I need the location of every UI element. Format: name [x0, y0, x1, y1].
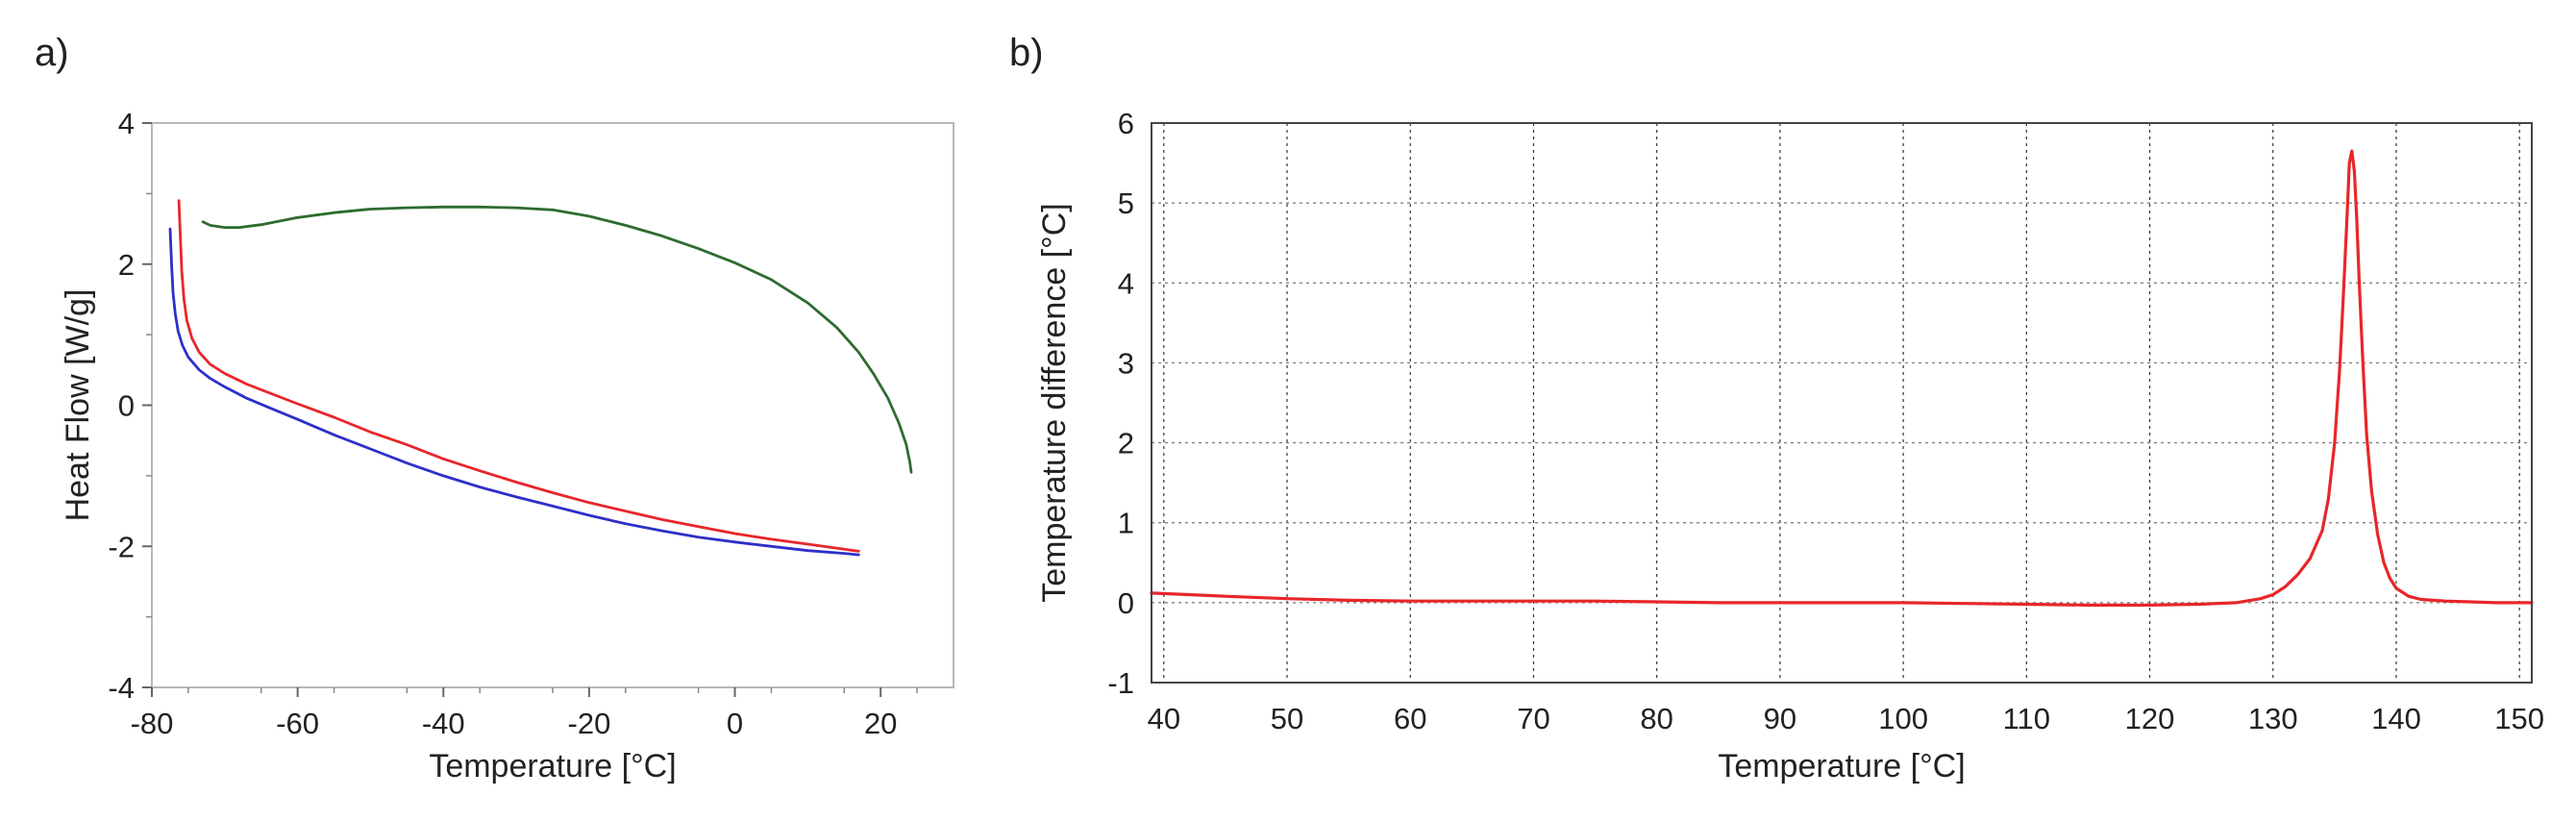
x-tick-label: 80 [1640, 702, 1672, 735]
series-line-a-2 [177, 199, 860, 553]
y-tick-label: 2 [1118, 427, 1134, 461]
y-tick-label: 4 [118, 107, 135, 140]
y-tick-label: 2 [118, 248, 135, 282]
x-tick-label: -80 [131, 707, 174, 740]
x-tick-label: 130 [2248, 702, 2298, 735]
y-tick-label: 0 [1118, 586, 1134, 620]
x-tick-label: -40 [422, 707, 465, 740]
grid-b [1152, 123, 2532, 683]
y-tick-label: 0 [118, 389, 135, 423]
y-axis-title-b: Temperature difference [°C] [1036, 203, 1073, 603]
x-tick-label: 120 [2125, 702, 2175, 735]
panel-label-b: b) [1009, 32, 1044, 74]
x-tick-label: -60 [276, 707, 319, 740]
x-axis-title-b: Temperature [°C] [1718, 748, 1965, 785]
x-tick-label: 90 [1764, 702, 1796, 735]
y-tick-label: 1 [1118, 507, 1134, 540]
y-tick-label: 6 [1118, 107, 1134, 140]
x-tick-label: 70 [1517, 702, 1549, 735]
y-tick-label: -1 [1107, 666, 1134, 700]
x-tick-label: 60 [1394, 702, 1426, 735]
x-tick-label: 50 [1271, 702, 1303, 735]
x-tick-label: 100 [1878, 702, 1928, 735]
series-layer-a [168, 199, 913, 557]
x-tick-label: 0 [727, 707, 743, 740]
series-layer-b [1150, 149, 2534, 608]
series-line-a-1 [201, 205, 913, 474]
series-line-b-1 [1150, 149, 2534, 608]
y-tick-label: -2 [108, 530, 135, 563]
x-tick-label: 110 [2003, 702, 2050, 735]
y-axis-b: -1 0 1 2 3 4 5 6 [1107, 107, 1134, 700]
series-line-a-3 [168, 227, 860, 557]
x-axis-a: -80 -60 -40 -20 0 20 [131, 687, 918, 740]
y-axis-a: -4 -2 0 2 4 [108, 107, 152, 705]
x-axis-b: 40 50 60 70 80 90 100 110 120 130 140 150 [1148, 702, 2544, 735]
y-tick-label: 5 [1118, 187, 1134, 220]
y-axis-title-a: Heat Flow [W/g] [60, 289, 96, 522]
x-tick-label: 40 [1148, 702, 1180, 735]
y-tick-label: 3 [1118, 346, 1134, 380]
plot-area-frame-a [151, 122, 954, 688]
y-tick-label: 4 [1118, 266, 1134, 300]
x-tick-label: 20 [864, 707, 897, 740]
y-tick-label: -4 [108, 671, 135, 705]
x-tick-label: 140 [2371, 702, 2421, 735]
panel-label-a: a) [35, 32, 69, 74]
x-tick-label: -20 [568, 707, 611, 740]
plot-area-frame-b [1151, 122, 2533, 684]
chart-b: b) 40 50 60 70 80 90 100 110 120 130 140 150 -1 0 1 2 3… [1009, 32, 2544, 785]
x-tick-label: 150 [2494, 702, 2544, 735]
x-axis-title-a: Temperature [°C] [429, 748, 676, 785]
